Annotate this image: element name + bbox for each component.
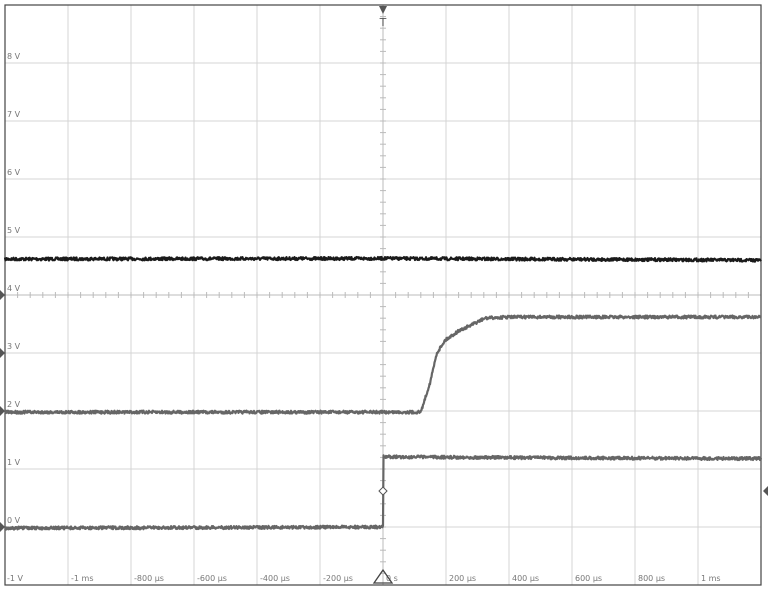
x-tick-label: 400 µs xyxy=(512,574,539,583)
y-tick-label: 1 V xyxy=(7,458,21,467)
grid xyxy=(4,4,762,586)
y-tick-label: 5 V xyxy=(7,226,21,235)
y-tick-label: -1 V xyxy=(7,574,24,583)
x-tick-label: 0 s xyxy=(386,574,398,583)
x-tick-label: -600 µs xyxy=(197,574,227,583)
trace-2 xyxy=(3,314,762,415)
x-tick-label: -1 ms xyxy=(71,574,93,583)
x-tick-label: 200 µs xyxy=(449,574,476,583)
x-tick-label: 1 ms xyxy=(701,574,721,583)
channel-ground-marker xyxy=(0,406,5,416)
y-tick-label: 6 V xyxy=(7,168,21,177)
x-tick-label: -200 µs xyxy=(323,574,353,583)
channel-ground-marker xyxy=(0,522,5,532)
y-tick-label: 4 V xyxy=(7,284,21,293)
axis-labels: 8 V 7 V 6 V 5 V 4 V 3 V 2 V 1 V 0 V -1 V -1 ms -800… xyxy=(7,52,721,583)
time-reference-triangle-icon xyxy=(372,568,394,584)
traces xyxy=(3,255,763,531)
trigger-position-arrow-icon xyxy=(379,6,387,14)
y-tick-label: 3 V xyxy=(7,342,21,351)
markers: T xyxy=(0,6,768,584)
trigger-point-marker xyxy=(378,486,388,496)
y-tick-label: 2 V xyxy=(7,400,21,409)
channel-ground-marker xyxy=(0,348,5,358)
trace-3 xyxy=(3,454,763,531)
x-tick-label: 800 µs xyxy=(638,574,665,583)
trigger-level-marker xyxy=(763,486,768,497)
y-tick-label: 8 V xyxy=(7,52,21,61)
trace-1 xyxy=(3,255,762,263)
x-tick-label: -800 µs xyxy=(134,574,164,583)
channel-ground-marker xyxy=(0,290,5,300)
y-tick-label: 0 V xyxy=(7,516,21,525)
x-tick-label: -400 µs xyxy=(260,574,290,583)
y-tick-label: 7 V xyxy=(7,110,21,119)
x-tick-label: 600 µs xyxy=(575,574,602,583)
trigger-label: T xyxy=(379,16,387,29)
